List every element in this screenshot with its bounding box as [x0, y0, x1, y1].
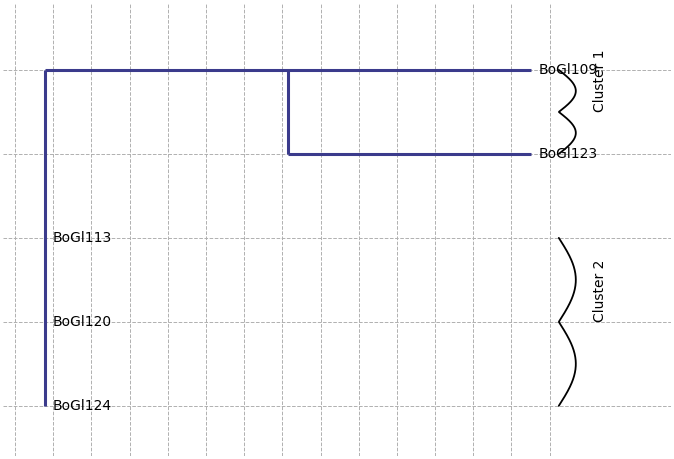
Text: BoGl113: BoGl113 [53, 231, 112, 245]
Text: BoGl124: BoGl124 [53, 399, 112, 413]
Text: BoGl120: BoGl120 [53, 315, 112, 329]
Text: BoGl109: BoGl109 [539, 63, 598, 77]
Text: Cluster 1: Cluster 1 [593, 50, 607, 112]
Text: BoGl123: BoGl123 [539, 147, 598, 161]
Text: Cluster 2: Cluster 2 [593, 259, 607, 322]
